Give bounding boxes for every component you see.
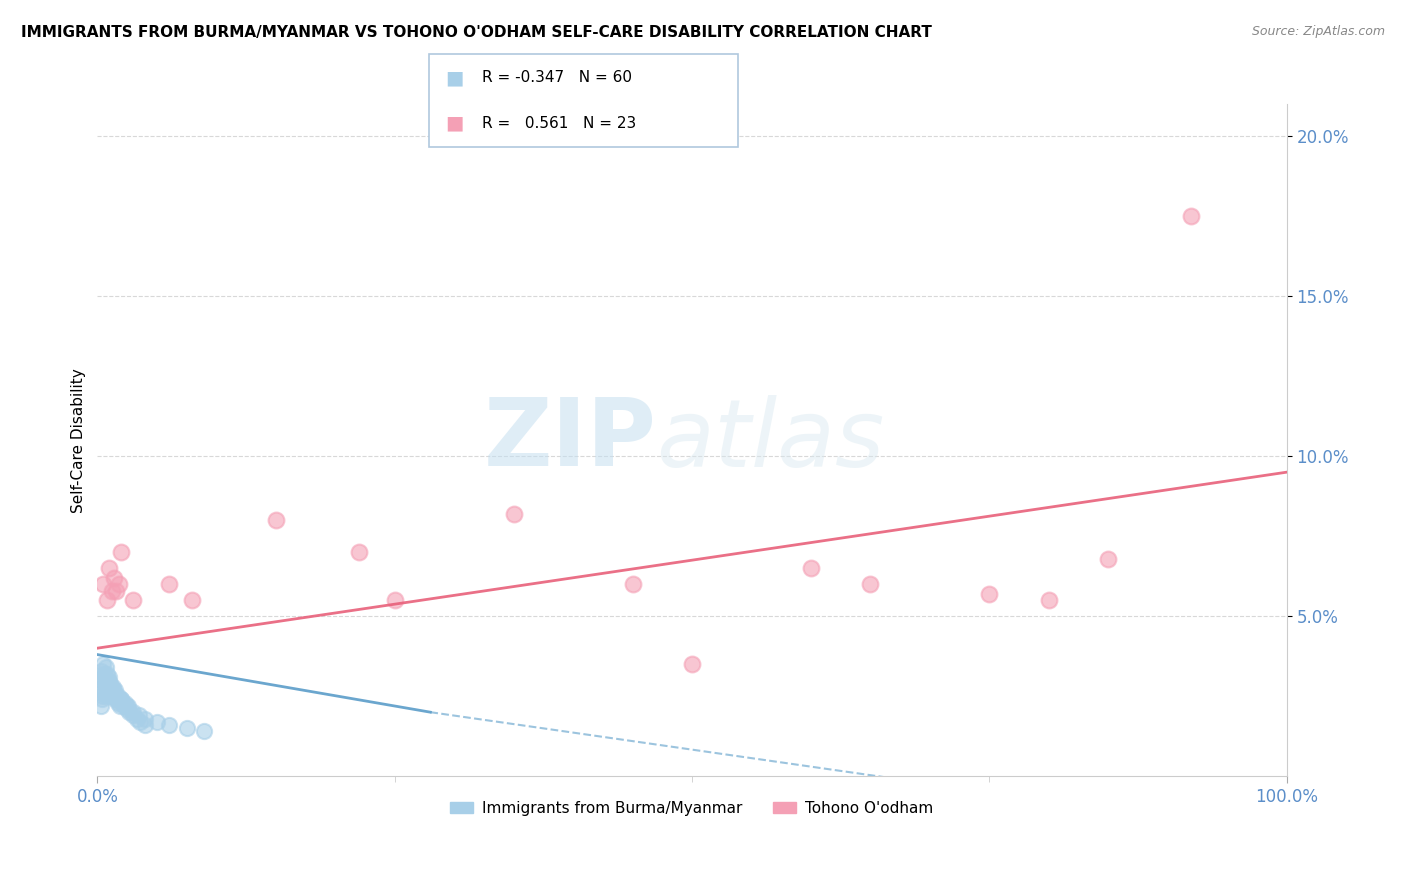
Point [122, 705, 145, 719]
Legend: Immigrants from Burma/Myanmar, Tohono O'odham: Immigrants from Burma/Myanmar, Tohono O'… [444, 795, 939, 822]
Point [96, 593, 118, 607]
Point [100, 583, 122, 598]
Point [96, 680, 118, 694]
Point [100, 682, 122, 697]
Point [347, 545, 370, 559]
Point [193, 724, 215, 739]
Point [110, 692, 132, 706]
Point [91, 670, 114, 684]
Point [100, 676, 122, 690]
Point [107, 692, 129, 706]
Point [97, 673, 120, 688]
Point [128, 708, 150, 723]
Point [621, 577, 644, 591]
Point [800, 561, 823, 575]
Point [146, 714, 169, 729]
Point [181, 593, 204, 607]
Point [110, 696, 132, 710]
Point [107, 696, 129, 710]
Point [100, 689, 122, 703]
Point [103, 686, 125, 700]
Point [859, 577, 882, 591]
Point [98, 676, 121, 690]
Point [107, 577, 129, 591]
Text: atlas: atlas [657, 394, 884, 485]
Point [681, 657, 703, 672]
Point [1180, 209, 1202, 223]
Point [98, 682, 121, 697]
Point [90, 698, 112, 713]
Point [115, 702, 138, 716]
Point [96, 682, 118, 697]
Point [122, 708, 145, 723]
Text: R =   0.561   N = 23: R = 0.561 N = 23 [482, 116, 637, 130]
Point [134, 718, 156, 732]
Point [103, 571, 125, 585]
Point [125, 712, 148, 726]
Point [115, 698, 138, 713]
Point [98, 680, 121, 694]
Point [98, 561, 121, 575]
Point [100, 686, 122, 700]
Point [264, 513, 287, 527]
Point [108, 698, 131, 713]
Point [91, 692, 114, 706]
Point [98, 670, 121, 684]
Point [114, 696, 136, 710]
Point [91, 686, 114, 700]
Point [93, 676, 115, 690]
Text: IMMIGRANTS FROM BURMA/MYANMAR VS TOHONO O'ODHAM SELF-CARE DISABILITY CORRELATION: IMMIGRANTS FROM BURMA/MYANMAR VS TOHONO … [21, 25, 932, 40]
Y-axis label: Self-Care Disability: Self-Care Disability [72, 368, 86, 513]
Point [157, 718, 180, 732]
Text: ZIP: ZIP [484, 394, 657, 486]
Point [91, 657, 114, 672]
Point [97, 673, 120, 688]
Point [157, 577, 180, 591]
Text: Source: ZipAtlas.com: Source: ZipAtlas.com [1251, 25, 1385, 38]
Point [105, 583, 128, 598]
Point [1097, 551, 1119, 566]
Point [110, 692, 132, 706]
Point [118, 705, 141, 719]
Point [104, 689, 127, 703]
Point [100, 680, 122, 694]
Point [91, 577, 114, 591]
Point [94, 689, 117, 703]
Point [96, 666, 118, 681]
Point [105, 689, 128, 703]
Point [979, 587, 1001, 601]
Point [1038, 593, 1060, 607]
Point [110, 545, 132, 559]
Point [134, 712, 156, 726]
Text: ■: ■ [446, 68, 464, 87]
Point [384, 593, 406, 607]
Point [91, 682, 114, 697]
Point [104, 682, 127, 697]
Text: ■: ■ [446, 113, 464, 133]
Point [89, 673, 111, 688]
Point [117, 698, 139, 713]
Point [107, 689, 129, 703]
Point [94, 673, 117, 688]
Point [96, 680, 118, 694]
Point [101, 682, 124, 697]
Point [93, 666, 115, 681]
Text: R = -0.347   N = 60: R = -0.347 N = 60 [482, 70, 633, 85]
Point [176, 721, 198, 735]
Point [90, 664, 112, 678]
Point [122, 593, 145, 607]
Point [104, 692, 127, 706]
Point [91, 689, 114, 703]
Point [112, 698, 135, 713]
Point [502, 507, 524, 521]
Point [129, 714, 152, 729]
Point [94, 660, 117, 674]
Point [101, 680, 124, 694]
